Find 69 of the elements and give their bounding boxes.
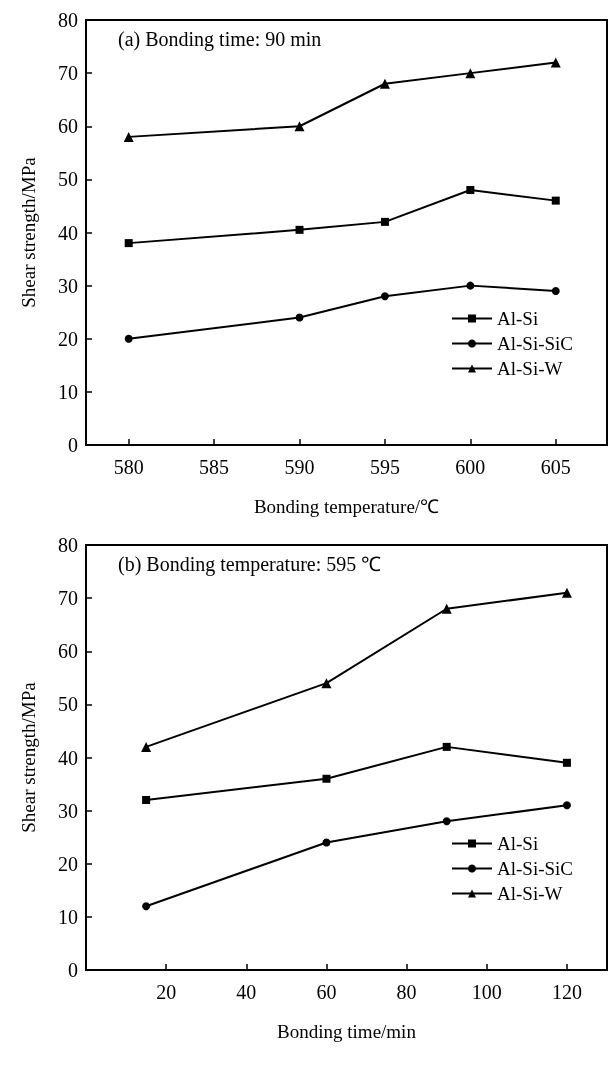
- x-tick-label: 40: [236, 981, 257, 1003]
- point: [142, 902, 151, 911]
- point: [380, 292, 389, 301]
- legend-label: Al-Si-W: [496, 358, 563, 379]
- point: [561, 587, 572, 598]
- legend-label: Al-Si-SiC: [496, 858, 574, 879]
- y-tick-label: 50: [58, 693, 78, 716]
- point: [123, 131, 134, 142]
- x-axis-title: Bonding temperature/℃: [253, 496, 440, 517]
- point: [465, 68, 476, 79]
- y-tick-label: 40: [58, 221, 78, 244]
- y-axis-title: Shear strength/MPa: [18, 156, 39, 308]
- point: [295, 313, 304, 322]
- y-tick-label: 70: [58, 587, 78, 610]
- point: [294, 121, 305, 132]
- x-tick-label: 600: [455, 456, 486, 478]
- point: [550, 57, 561, 68]
- y-tick-label: 40: [58, 746, 78, 769]
- y-tick-label: 80: [58, 9, 78, 31]
- point: [442, 817, 451, 826]
- y-tick-label: 30: [58, 799, 78, 822]
- point: [142, 796, 151, 804]
- point: [551, 286, 560, 295]
- point: [442, 742, 451, 751]
- point: [321, 678, 332, 689]
- chart-title: (a) Bonding time: 90 min: [118, 28, 322, 51]
- y-tick-label: 0: [68, 959, 78, 981]
- y-axis-title: Shear strength/MPa: [18, 681, 39, 833]
- x-tick-label: 80: [396, 981, 417, 1003]
- point: [124, 239, 133, 248]
- point: [141, 741, 152, 752]
- x-tick-label: 605: [540, 456, 571, 478]
- legend-label: Al-Si-W: [496, 883, 563, 904]
- chart-title: (b) Bonding temperature: 595 ℃: [118, 553, 382, 576]
- x-tick-label: 590: [284, 456, 315, 478]
- x-tick-label: 120: [551, 981, 582, 1003]
- point: [380, 217, 389, 226]
- point: [124, 334, 133, 343]
- legend-label: Al-Si: [496, 308, 539, 329]
- x-tick-label: 60: [316, 981, 337, 1003]
- x-tick-label: 580: [113, 456, 144, 478]
- y-tick-label: 60: [58, 115, 78, 138]
- point: [322, 838, 331, 847]
- y-tick-label: 70: [58, 62, 78, 85]
- point: [562, 758, 571, 767]
- legend-label: Al-Si: [496, 833, 539, 854]
- y-tick-label: 10: [58, 905, 78, 928]
- y-tick-label: 20: [58, 852, 78, 875]
- y-tick-label: 60: [58, 640, 78, 663]
- y-tick-label: 0: [68, 434, 78, 456]
- y-tick-label: 10: [58, 380, 78, 403]
- point: [322, 774, 331, 783]
- point: [295, 225, 304, 234]
- point: [551, 196, 560, 205]
- x-tick-label: 595: [369, 456, 400, 478]
- point: [379, 78, 390, 89]
- y-tick-label: 20: [58, 327, 78, 350]
- x-tick-label: 100: [471, 981, 502, 1003]
- point: [466, 281, 475, 290]
- point: [562, 801, 571, 810]
- legend-label: Al-Si-SiC: [496, 333, 574, 354]
- point: [466, 186, 475, 194]
- point: [441, 603, 452, 614]
- y-tick-label: 30: [58, 274, 78, 297]
- x-axis-title: Bonding time/min: [277, 1021, 417, 1042]
- y-tick-label: 80: [58, 534, 78, 556]
- x-tick-label: 585: [199, 456, 230, 478]
- y-tick-label: 50: [58, 168, 78, 191]
- x-tick-label: 20: [156, 981, 177, 1003]
